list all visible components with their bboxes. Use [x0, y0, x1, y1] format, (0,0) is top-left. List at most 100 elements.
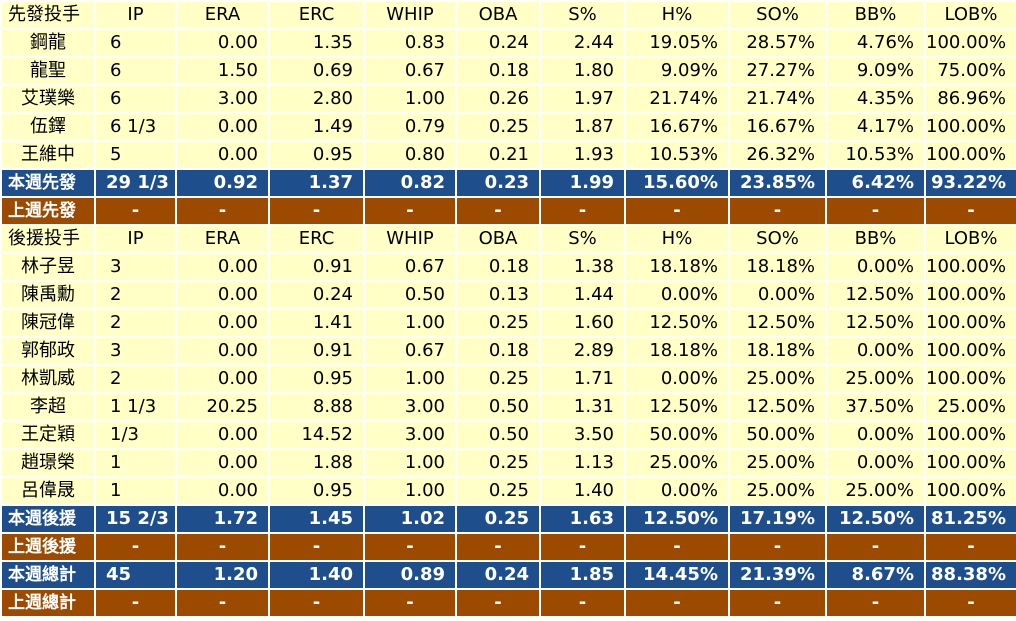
- era-cell: 1.50: [175, 56, 270, 86]
- pitcher-name-cell: 陳禹勳: [0, 280, 96, 310]
- bb-pct-cell: 25.00%: [825, 476, 926, 506]
- s-pct-cell: 1.80: [539, 56, 626, 86]
- erc-cell: -: [268, 532, 365, 562]
- oba-cell: 0.18: [455, 56, 541, 86]
- whip-cell: 0.89: [363, 560, 457, 590]
- pitcher-row: 王維中 5 0.00 0.95 0.80 0.21 1.93 10.53% 26.32% 10.5…: [0, 140, 1016, 170]
- pitcher-name-cell: 上週總計: [0, 588, 96, 618]
- erc-cell: 0.95: [268, 140, 365, 170]
- ip-cell: 6: [94, 28, 177, 58]
- erc-cell: 1.35: [268, 28, 365, 58]
- whip-cell: -: [363, 532, 457, 562]
- column-header-ip: IP: [94, 224, 177, 254]
- so-pct-cell: 21.74%: [728, 84, 827, 114]
- bb-pct-cell: 0.00%: [825, 448, 926, 478]
- erc-cell: 1.37: [268, 168, 365, 198]
- ip-cell: -: [94, 588, 177, 618]
- oba-cell: 0.18: [455, 336, 541, 366]
- ip-cell: 3: [94, 252, 177, 282]
- ip-cell: 1/3: [94, 420, 177, 450]
- oba-cell: 0.21: [455, 140, 541, 170]
- bb-pct-cell: -: [825, 532, 926, 562]
- s-pct-cell: 1.85: [539, 560, 626, 590]
- h-pct-cell: 10.53%: [624, 140, 730, 170]
- ip-cell: 1: [94, 476, 177, 506]
- whip-cell: 1.02: [363, 504, 457, 534]
- erc-cell: 1.45: [268, 504, 365, 534]
- so-pct-cell: 50.00%: [728, 420, 827, 450]
- ip-cell: 2: [94, 308, 177, 338]
- so-pct-cell: 18.18%: [728, 252, 827, 282]
- column-header-whip: WHIP: [363, 224, 457, 254]
- ip-cell: 2: [94, 364, 177, 394]
- pitcher-name-cell: 本週先發: [0, 168, 96, 198]
- lob-pct-cell: 86.96%: [924, 84, 1016, 114]
- era-cell: 0.00: [175, 420, 270, 450]
- lob-pct-cell: 100.00%: [924, 476, 1016, 506]
- lob-pct-cell: 93.22%: [924, 168, 1016, 198]
- pitcher-name-cell: 艾璞樂: [0, 84, 96, 114]
- oba-cell: 0.23: [455, 168, 541, 198]
- pitcher-row: 陳冠偉 2 0.00 1.41 1.00 0.25 1.60 12.50% 12.50% 12.5…: [0, 308, 1016, 338]
- lob-pct-cell: 100.00%: [924, 252, 1016, 282]
- column-header-oba: OBA: [455, 224, 541, 254]
- ip-cell: 29 1/3: [94, 168, 177, 198]
- ip-cell: 1 1/3: [94, 392, 177, 422]
- h-pct-cell: 0.00%: [624, 364, 730, 394]
- bb-pct-cell: 10.53%: [825, 140, 926, 170]
- pitcher-name-cell: 林子昱: [0, 252, 96, 282]
- h-pct-cell: -: [624, 532, 730, 562]
- whip-cell: 1.00: [363, 364, 457, 394]
- whip-cell: 0.80: [363, 140, 457, 170]
- bb-pct-cell: 12.50%: [825, 504, 926, 534]
- h-pct-cell: 12.50%: [624, 392, 730, 422]
- bb-pct-cell: 0.00%: [825, 336, 926, 366]
- so-pct-cell: 27.27%: [728, 56, 827, 86]
- s-pct-cell: 3.50: [539, 420, 626, 450]
- pitcher-row: 陳禹勳 2 0.00 0.24 0.50 0.13 1.44 0.00% 0.00% 12.50%…: [0, 280, 1016, 310]
- erc-cell: 14.52: [268, 420, 365, 450]
- oba-cell: 0.24: [455, 28, 541, 58]
- last-week-summary-row: 上週先發 - - - - - - - - - -: [0, 196, 1016, 226]
- last-week-summary-row: 上週後援 - - - - - - - - - -: [0, 532, 1016, 562]
- erc-cell: -: [268, 196, 365, 226]
- era-cell: 0.00: [175, 364, 270, 394]
- section-header-row: 先發投手 IP ERA ERC WHIP OBA S% H% SO% BB% LOB%: [0, 0, 1016, 30]
- oba-cell: 0.13: [455, 280, 541, 310]
- section-header-label: 後援投手: [0, 224, 96, 254]
- pitcher-row: 林子昱 3 0.00 0.91 0.67 0.18 1.38 18.18% 18.18% 0.00…: [0, 252, 1016, 282]
- era-cell: 3.00: [175, 84, 270, 114]
- pitcher-row: 鋼龍 6 0.00 1.35 0.83 0.24 2.44 19.05% 28.57% 4.76%…: [0, 28, 1016, 58]
- oba-cell: 0.24: [455, 560, 541, 590]
- pitcher-row: 趙璟榮 1 0.00 1.88 1.00 0.25 1.13 25.00% 25.00% 0.00…: [0, 448, 1016, 478]
- era-cell: 0.00: [175, 252, 270, 282]
- bb-pct-cell: 6.42%: [825, 168, 926, 198]
- column-header-lob-pct: LOB%: [924, 224, 1016, 254]
- bb-pct-cell: -: [825, 588, 926, 618]
- column-header-so-pct: SO%: [728, 0, 827, 30]
- s-pct-cell: 1.31: [539, 392, 626, 422]
- era-cell: 0.00: [175, 308, 270, 338]
- column-header-so-pct: SO%: [728, 224, 827, 254]
- h-pct-cell: 18.18%: [624, 252, 730, 282]
- pitcher-name-cell: 呂偉晟: [0, 476, 96, 506]
- s-pct-cell: 1.40: [539, 476, 626, 506]
- bb-pct-cell: 4.17%: [825, 112, 926, 142]
- so-pct-cell: 25.00%: [728, 448, 827, 478]
- erc-cell: 1.41: [268, 308, 365, 338]
- s-pct-cell: -: [539, 532, 626, 562]
- so-pct-cell: 12.50%: [728, 308, 827, 338]
- whip-cell: 0.67: [363, 252, 457, 282]
- whip-cell: 1.00: [363, 448, 457, 478]
- ip-cell: 2: [94, 280, 177, 310]
- era-cell: 0.00: [175, 112, 270, 142]
- pitcher-name-cell: 陳冠偉: [0, 308, 96, 338]
- erc-cell: 1.88: [268, 448, 365, 478]
- bb-pct-cell: 4.76%: [825, 28, 926, 58]
- h-pct-cell: 14.45%: [624, 560, 730, 590]
- lob-pct-cell: 100.00%: [924, 364, 1016, 394]
- s-pct-cell: 1.99: [539, 168, 626, 198]
- so-pct-cell: 28.57%: [728, 28, 827, 58]
- whip-cell: -: [363, 588, 457, 618]
- so-pct-cell: 0.00%: [728, 280, 827, 310]
